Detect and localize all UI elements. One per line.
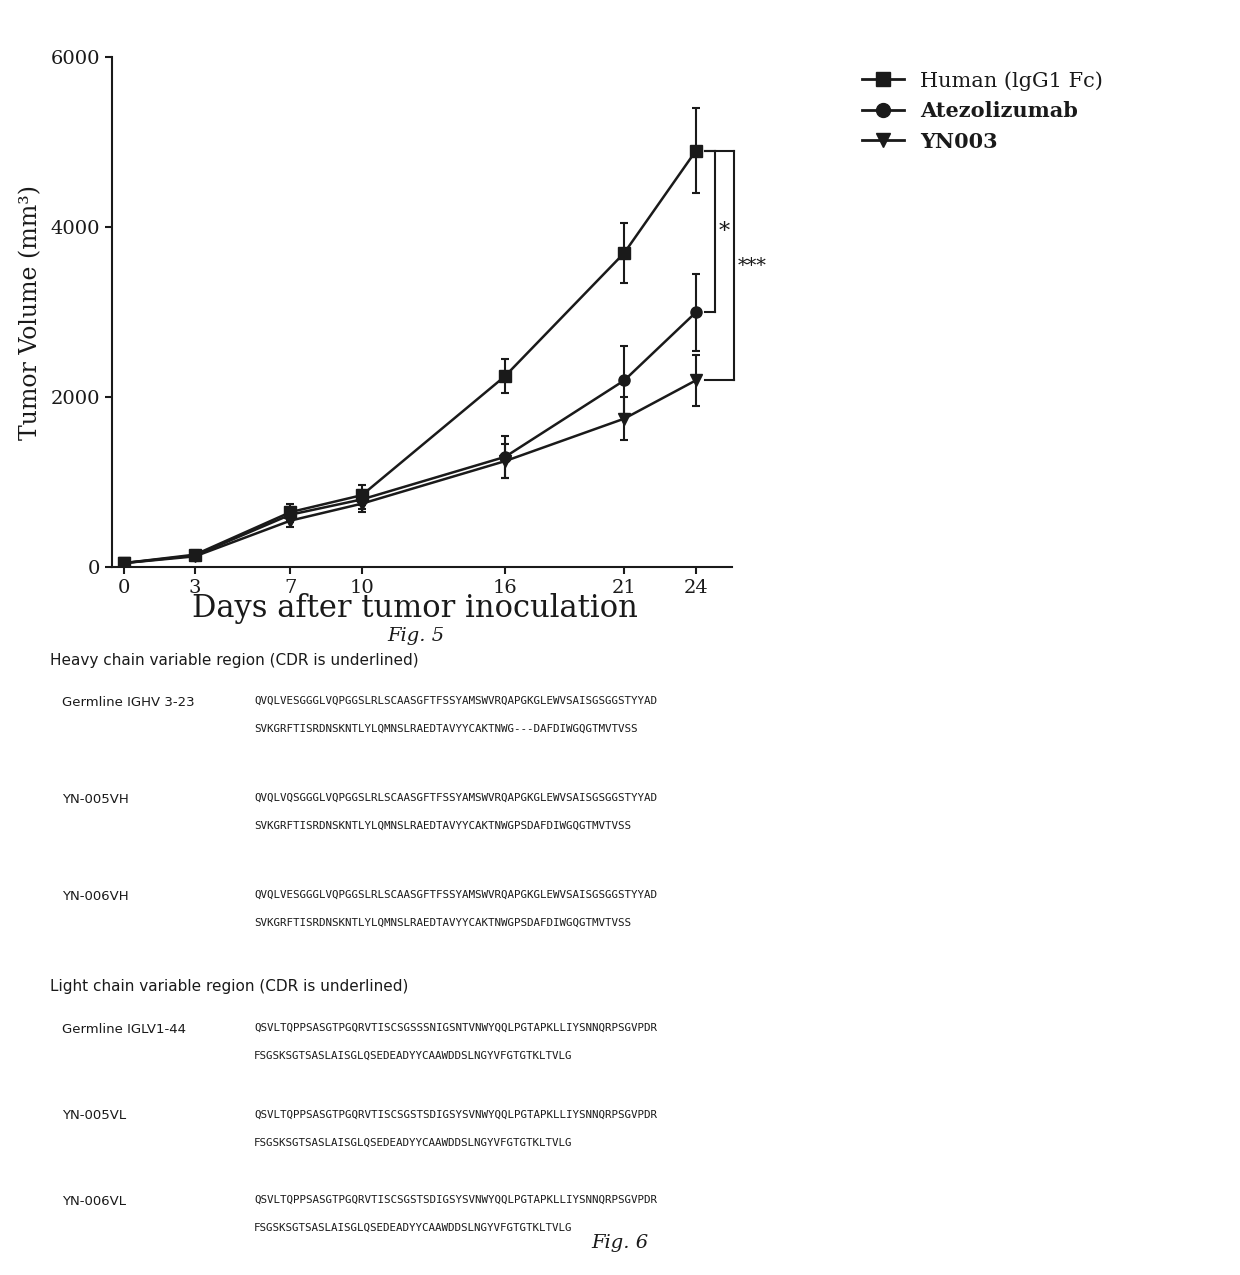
- Text: QVQLVESGGGLVQPGGSLRLSCAASGFTFSSYAMSWVRQAPGKGLEWVSAISGSGGSTYYAD: QVQLVESGGGLVQPGGSLRLSCAASGFTFSSYAMSWVRQA…: [254, 696, 657, 706]
- Text: Light chain variable region (CDR is underlined): Light chain variable region (CDR is unde…: [50, 979, 408, 995]
- Text: SVKGRFTISRDNSKNTLYLQMNSLRAEDTAVYYCAKTNWGPSDAFDIWGQGTMVTVSS: SVKGRFTISRDNSKNTLYLQMNSLRAEDTAVYYCAKTNWG…: [254, 821, 631, 831]
- Text: QSVLTQPPSASGTPGQRVTISCSGSTSDIGSYSVNWYQQLPGTAPKLLIYSNNQRPSGVPDR: QSVLTQPPSASGTPGQRVTISCSGSTSDIGSYSVNWYQQL…: [254, 1109, 657, 1119]
- Text: FSGSKSGTSASLAISGLQSEDEADYYCAAWDDSLNGYVFGTGTKLTVLG: FSGSKSGTSASLAISGLQSEDEADYYCAAWDDSLNGYVFG…: [254, 1137, 573, 1148]
- Text: SVKGRFTISRDNSKNTLYLQMNSLRAEDTAVYYCAKTNWGPSDAFDIWGQGTMVTVSS: SVKGRFTISRDNSKNTLYLQMNSLRAEDTAVYYCAKTNWG…: [254, 918, 631, 928]
- Legend: Human (lgG1 Fc), Atezolizumab, YN003: Human (lgG1 Fc), Atezolizumab, YN003: [853, 62, 1111, 159]
- Text: QSVLTQPPSASGTPGQRVTISCSGSTSDIGSYSVNWYQQLPGTAPKLLIYSNNQRPSGVPDR: QSVLTQPPSASGTPGQRVTISCSGSTSDIGSYSVNWYQQL…: [254, 1195, 657, 1205]
- Text: YN-005VL: YN-005VL: [62, 1109, 126, 1122]
- Text: Fig. 5: Fig. 5: [387, 627, 444, 645]
- Text: SVKGRFTISRDNSKNTLYLQMNSLRAEDTAVYYCAKTNWG---DAFDIWGQGTMVTVSS: SVKGRFTISRDNSKNTLYLQMNSLRAEDTAVYYCAKTNWG…: [254, 724, 637, 734]
- Text: FSGSKSGTSASLAISGLQSEDEADYYCAAWDDSLNGYVFGTGTKLTVLG: FSGSKSGTSASLAISGLQSEDEADYYCAAWDDSLNGYVFG…: [254, 1051, 573, 1061]
- Text: Heavy chain variable region (CDR is underlined): Heavy chain variable region (CDR is unde…: [50, 653, 418, 668]
- Text: Germline IGLV1-44: Germline IGLV1-44: [62, 1023, 186, 1035]
- Text: YN-006VH: YN-006VH: [62, 890, 129, 903]
- Text: QVQLVESGGGLVQPGGSLRLSCAASGFTFSSYAMSWVRQAPGKGLEWVSAISGSGGSTYYAD: QVQLVESGGGLVQPGGSLRLSCAASGFTFSSYAMSWVRQA…: [254, 890, 657, 900]
- Text: Fig. 6: Fig. 6: [591, 1234, 649, 1252]
- Text: *: *: [718, 221, 729, 242]
- Text: QVQLVQSGGGLVQPGGSLRLSCAASGFTFSSYAMSWVRQAPGKGLEWVSAISGSGGSTYYAD: QVQLVQSGGGLVQPGGSLRLSCAASGFTFSSYAMSWVRQA…: [254, 793, 657, 803]
- Y-axis label: Tumor Volume (mm³): Tumor Volume (mm³): [19, 185, 42, 440]
- Text: Germline IGHV 3-23: Germline IGHV 3-23: [62, 696, 195, 709]
- Text: QSVLTQPPSASGTPGQRVTISCSGSSSNIGSNTVNWYQQLPGTAPKLLIYSNNQRPSGVPDR: QSVLTQPPSASGTPGQRVTISCSGSSSNIGSNTVNWYQQL…: [254, 1023, 657, 1033]
- Text: ***: ***: [738, 256, 766, 274]
- Text: FSGSKSGTSASLAISGLQSEDEADYYCAAWDDSLNGYVFGTGTKLTVLG: FSGSKSGTSASLAISGLQSEDEADYYCAAWDDSLNGYVFG…: [254, 1223, 573, 1233]
- Text: YN-006VL: YN-006VL: [62, 1195, 126, 1207]
- Text: Days after tumor inoculation: Days after tumor inoculation: [192, 593, 639, 623]
- Text: YN-005VH: YN-005VH: [62, 793, 129, 806]
